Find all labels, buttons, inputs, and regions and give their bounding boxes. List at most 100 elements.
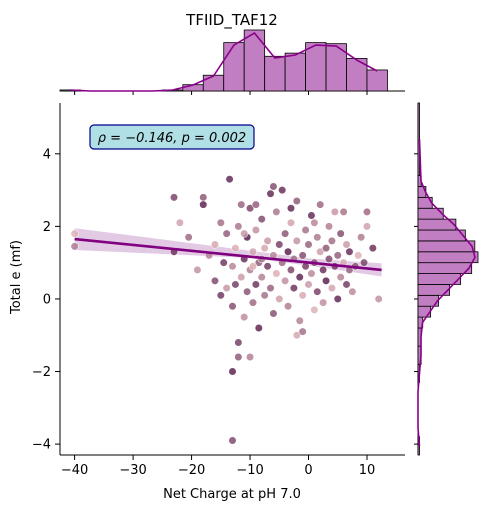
right-hist-bar xyxy=(417,207,444,220)
scatter-point xyxy=(319,298,328,307)
scatter-point xyxy=(295,273,304,282)
scatter-point xyxy=(281,229,290,238)
x-tick-label: −30 xyxy=(119,463,146,478)
scatter-point xyxy=(295,316,304,325)
scatter-point xyxy=(228,436,237,445)
scatter-point xyxy=(251,225,260,235)
scatter-point xyxy=(330,207,339,216)
scatter-point xyxy=(245,204,255,213)
scatter-point xyxy=(216,291,225,300)
top-hist-bar xyxy=(202,74,225,92)
scatter-point xyxy=(281,276,290,285)
scatter-point xyxy=(225,175,234,184)
scatter-point xyxy=(345,247,354,256)
scatter-point xyxy=(292,196,301,206)
top-hist-bar xyxy=(223,42,245,92)
scatter-point xyxy=(321,276,331,285)
right-hist-bar xyxy=(417,240,476,253)
scatter-point xyxy=(310,305,319,314)
scatter-point xyxy=(234,222,243,231)
regression-line xyxy=(74,237,382,272)
scatter-point xyxy=(298,291,307,300)
scatter-point xyxy=(324,222,334,231)
scatter-point xyxy=(368,244,377,253)
scatter-point xyxy=(70,229,79,238)
right-hist-bar xyxy=(417,229,466,242)
scatter-point xyxy=(313,233,322,242)
scatter-point xyxy=(327,283,337,293)
scatter-point xyxy=(272,207,281,216)
scatter-point xyxy=(210,240,220,249)
scatter-point xyxy=(272,269,281,278)
x-tick-label: 0 xyxy=(304,463,312,478)
scatter-point xyxy=(304,280,313,289)
scatter-point xyxy=(327,236,337,245)
scatter-point xyxy=(248,262,258,271)
scatter-point xyxy=(260,291,269,300)
scatter-point xyxy=(266,189,275,198)
x-tick-label: −10 xyxy=(236,463,263,478)
scatter-point xyxy=(289,283,298,293)
scatter-point xyxy=(275,240,284,249)
scatter-point xyxy=(324,254,334,264)
scatter-point xyxy=(342,280,351,289)
right-hist-kde xyxy=(417,139,476,446)
scatter-point xyxy=(184,233,193,242)
scatter-point xyxy=(286,265,296,275)
annotation-box xyxy=(89,124,255,150)
right-hist-bar xyxy=(417,305,432,318)
scatter-point xyxy=(263,236,272,245)
scatter-point xyxy=(359,258,369,267)
scatter-point xyxy=(175,218,184,227)
correlation-annotation: ρ = −0.146, p = 0.002 xyxy=(89,124,255,150)
scatter-point xyxy=(319,265,328,275)
scatter-point xyxy=(237,273,246,282)
y-tick-label: 2 xyxy=(43,220,51,235)
scatter-point xyxy=(234,338,243,347)
y-axis-label: Total e (mf) xyxy=(9,240,24,315)
right-hist-bar xyxy=(417,251,479,264)
scatter-point xyxy=(231,244,240,253)
scatter-point xyxy=(219,258,228,267)
annotation-text: ρ = −0.146, p = 0.002 xyxy=(98,131,246,146)
scatter-point xyxy=(199,193,208,202)
scatter-point xyxy=(298,251,307,260)
scatter-point xyxy=(275,294,284,304)
scatter-point xyxy=(251,200,260,209)
chart-title: TFIID_TAF12 xyxy=(185,11,278,30)
scatter-point xyxy=(301,225,310,235)
scatter-point xyxy=(286,218,296,227)
y-tick-label: 0 xyxy=(43,292,51,307)
y-tick-label: −2 xyxy=(32,365,51,380)
scatter-point xyxy=(257,215,266,224)
scatter-point xyxy=(240,229,249,238)
scatter-point xyxy=(228,302,237,311)
scatter-point xyxy=(362,207,372,216)
scatter-point xyxy=(199,200,208,209)
scatter-point xyxy=(283,247,293,256)
scatter-point xyxy=(193,265,202,275)
scatter-point xyxy=(254,323,263,333)
scatter-point xyxy=(333,294,342,304)
scatter-point xyxy=(298,327,307,336)
scatter-point xyxy=(336,273,345,282)
scatter-point xyxy=(266,283,275,293)
scatter-point xyxy=(336,229,345,238)
scatter-point xyxy=(248,247,258,256)
scatter-point xyxy=(307,269,316,278)
scatter-point xyxy=(278,185,287,195)
scatter-point xyxy=(248,298,258,307)
y-tick-label: −4 xyxy=(32,438,51,453)
scatter-point xyxy=(210,276,220,285)
scatter-point xyxy=(243,287,252,296)
x-tick-label: 10 xyxy=(359,463,376,478)
right-hist-bar xyxy=(417,102,420,176)
scatter-point xyxy=(216,218,225,227)
top-hist-bar xyxy=(305,42,327,92)
top-hist-kde xyxy=(70,32,378,92)
x-tick-label: −20 xyxy=(178,463,205,478)
scatter-point xyxy=(292,236,301,245)
scatter-point xyxy=(307,211,316,220)
scatter-point xyxy=(169,193,179,202)
